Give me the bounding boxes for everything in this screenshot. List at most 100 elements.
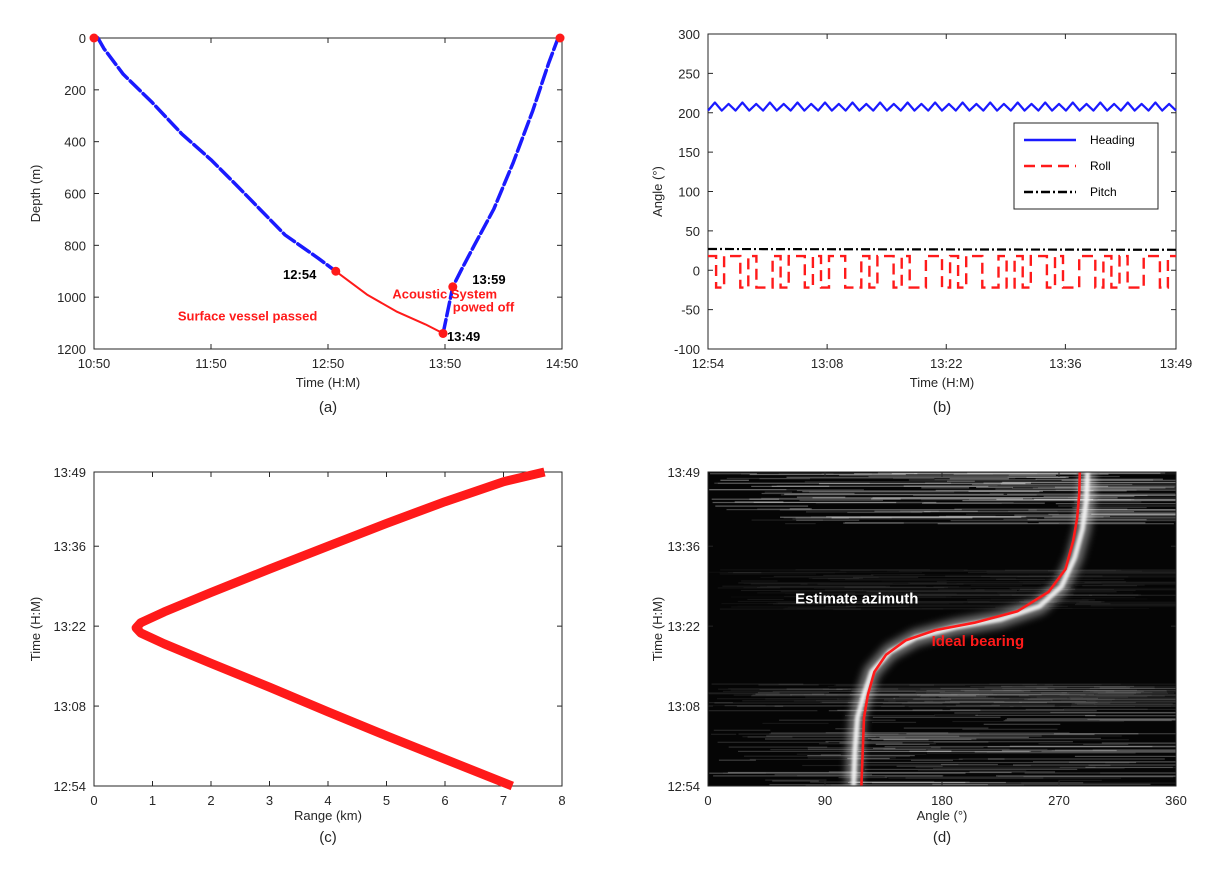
noise-streak — [1071, 703, 1173, 705]
y-tick-label-d: 12:54 — [667, 779, 700, 794]
x-tick-label-b: 12:54 — [692, 356, 725, 371]
noise-streak — [971, 585, 1023, 586]
noise-streak — [914, 698, 1176, 700]
noise-streak — [720, 569, 968, 571]
noise-streak — [1063, 571, 1176, 573]
x-tick-label-c: 1 — [149, 793, 156, 808]
series-line-pitch — [707, 247, 1177, 251]
x-tick-label-a: 11:50 — [195, 356, 227, 371]
noise-streak — [731, 606, 857, 608]
noise-streak — [986, 570, 1062, 572]
noise-streak — [893, 477, 1016, 479]
noise-streak — [861, 761, 1137, 764]
noise-streak — [761, 492, 855, 495]
noise-streak — [993, 702, 1047, 704]
noise-streak — [1004, 569, 1176, 571]
noise-streak — [1044, 684, 1102, 686]
noise-streak — [810, 516, 1025, 518]
noise-streak — [766, 735, 1042, 737]
noise-streak — [1052, 515, 1176, 517]
noise-streak — [847, 511, 923, 514]
noise-streak — [738, 750, 1032, 752]
noise-streak — [919, 696, 989, 698]
noise-streak — [1059, 574, 1176, 576]
noise-streak — [751, 519, 823, 521]
x-tick-label-d: 360 — [1165, 793, 1187, 808]
noise-streak — [815, 598, 909, 600]
noise-streak — [847, 701, 1136, 704]
noise-streak — [793, 700, 896, 702]
noise-streak — [815, 502, 1002, 505]
noise-streak — [987, 746, 1176, 748]
noise-streak — [1055, 749, 1176, 751]
noise-streak — [956, 583, 1211, 584]
noise-streak — [1079, 494, 1176, 497]
noise-streak — [1074, 702, 1111, 704]
noise-streak — [755, 693, 825, 695]
noise-streak — [779, 719, 896, 721]
noise-streak — [821, 593, 1074, 595]
noise-streak — [926, 750, 952, 752]
legend-label-pitch: Pitch — [1090, 185, 1117, 199]
noise-streak — [726, 477, 935, 479]
x-tick-label-d: 0 — [704, 793, 711, 808]
noise-streak — [934, 479, 1037, 481]
noise-streak — [818, 601, 1102, 603]
noise-streak — [960, 689, 1137, 691]
noise-streak — [1018, 695, 1165, 697]
noise-streak — [805, 784, 860, 786]
noise-streak — [849, 780, 935, 783]
noise-streak — [1006, 718, 1176, 720]
event-point-a-3 — [438, 328, 448, 338]
noise-streak — [874, 683, 1121, 685]
noise-streak — [844, 586, 1071, 588]
noise-streak — [872, 497, 1118, 499]
noise-streak — [1036, 696, 1176, 698]
noise-streak — [757, 508, 811, 510]
noise-streak — [1057, 603, 1111, 605]
noise-streak — [870, 574, 925, 576]
noise-streak — [715, 505, 809, 507]
noise-streak — [796, 496, 846, 498]
noise-streak — [969, 771, 1055, 773]
noise-streak — [1085, 715, 1176, 717]
noise-streak — [939, 692, 1067, 694]
noise-streak — [871, 498, 1023, 500]
noise-streak — [858, 750, 1030, 753]
noise-streak — [1048, 570, 1069, 572]
noise-streak — [1037, 487, 1176, 489]
event-point-a-1 — [555, 33, 565, 43]
noise-streak — [1041, 750, 1176, 753]
noise-streak — [947, 480, 975, 482]
y-axis-label-d: Time (H:M) — [650, 597, 665, 662]
noise-streak — [1033, 761, 1176, 763]
noise-streak — [1059, 706, 1218, 707]
noise-streak — [900, 574, 1085, 575]
noise-streak — [1083, 511, 1176, 513]
noise-streak — [762, 722, 829, 724]
series-line-a-0 — [96, 36, 338, 274]
annotation-d-0: Estimate azimuth — [795, 590, 918, 607]
noise-streak — [909, 750, 952, 752]
noise-streak — [783, 608, 943, 609]
noise-streak — [844, 522, 1028, 524]
noise-streak — [1019, 701, 1176, 703]
noise-streak — [898, 570, 1143, 572]
noise-streak — [949, 478, 1009, 480]
noise-streak — [826, 694, 958, 696]
chart-c: 0 1 2 3 4 5 6 7 8 12:54 13:08 13:22 13:36 13:49 Range … — [28, 465, 566, 846]
noise-streak — [871, 738, 972, 741]
noise-streak — [752, 694, 1042, 696]
noise-streak — [1036, 687, 1176, 689]
annotation-a-2: 13:59 — [472, 272, 505, 287]
noise-streak — [1074, 501, 1142, 503]
noise-streak — [846, 592, 899, 594]
noise-streak — [728, 688, 829, 690]
noise-streak — [717, 741, 829, 743]
noise-streak — [891, 473, 918, 475]
y-tick-label-c: 13:49 — [53, 465, 86, 480]
noise-streak — [910, 511, 1176, 513]
noise-streak — [1055, 489, 1137, 491]
noise-streak — [824, 589, 863, 591]
noise-streak — [776, 485, 998, 487]
